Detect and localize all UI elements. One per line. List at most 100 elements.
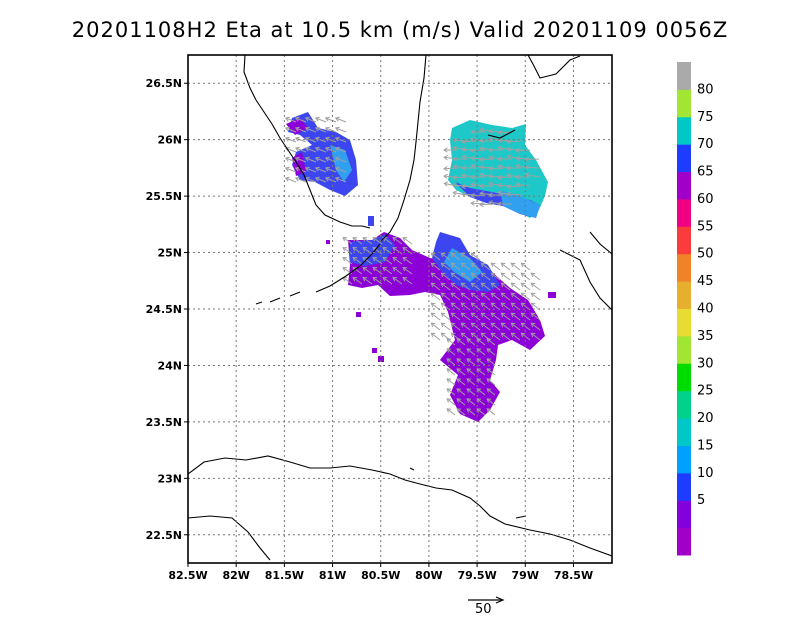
wind-arrow: [294, 156, 307, 163]
wind-arrow: [466, 378, 476, 386]
wind-arrow: [372, 236, 383, 245]
wind-arrow: [440, 262, 451, 271]
colorbar-label: 70: [697, 137, 714, 152]
grand-bahama-coast: [487, 129, 516, 139]
wind-arrow: [352, 276, 363, 285]
wind-arrow: [430, 252, 441, 261]
shade-speck: [326, 240, 330, 244]
cuba-north-coastline: [188, 455, 612, 557]
wind-arrow: [352, 256, 363, 265]
wind-arrow: [476, 338, 486, 346]
wind-arrow: [466, 338, 476, 346]
wind-arrow: [476, 378, 486, 386]
wind-arrow: [456, 368, 466, 376]
wind-arrow: [488, 173, 504, 179]
colorbar-swatch: [677, 472, 691, 501]
shade-speck: [378, 356, 384, 362]
wind-arrow: [304, 136, 317, 143]
colorbar-label: 60: [697, 192, 714, 207]
lat-tick-label: 24.5N: [146, 303, 182, 316]
wind-arrow: [304, 146, 317, 153]
colorbar-label: 65: [697, 165, 714, 180]
wind-arrow: [486, 398, 496, 406]
wind-arrow: [476, 348, 486, 356]
wind-arrow: [446, 398, 456, 406]
colorbar-label: 40: [697, 302, 714, 317]
wind-arrow: [450, 322, 461, 331]
wind-arrow: [480, 322, 491, 331]
wind-arrow: [446, 368, 456, 376]
wind-arrow: [362, 246, 373, 255]
wind-arrow: [440, 252, 451, 261]
wind-arrow: [480, 312, 491, 321]
wind-arrow: [524, 157, 540, 163]
wind-arrow: [324, 176, 337, 183]
wind-arrow: [460, 252, 471, 261]
wind-arrow: [440, 312, 451, 321]
map-grid: [187, 55, 612, 563]
wind-arrow: [324, 156, 337, 163]
wind-arrow: [450, 272, 461, 281]
lon-tick-label: 82W: [222, 569, 249, 582]
wind-arrow: [456, 408, 466, 416]
reference-vector: 50: [468, 596, 505, 617]
wind-arrow: [476, 398, 486, 406]
wind-arrow: [392, 266, 403, 275]
wind-arrow: [515, 182, 531, 188]
wind-arrow: [470, 312, 481, 321]
wind-arrow: [294, 116, 307, 123]
wind-arrow: [476, 408, 486, 416]
wind-arrow: [392, 276, 403, 285]
wind-arrow: [372, 246, 383, 255]
lat-tick-label: 25.5N: [146, 190, 182, 203]
wind-arrow: [500, 292, 511, 301]
wind-arrow: [456, 398, 466, 406]
wind-arrow: [324, 136, 337, 143]
wind-arrow: [402, 236, 413, 245]
wind-arrow: [490, 332, 501, 341]
wind-arrow: [446, 408, 456, 416]
wind-arrow: [314, 156, 327, 163]
wind-arrow: [392, 236, 403, 245]
wind-arrow: [500, 262, 511, 271]
cuba-isle-2: [409, 467, 415, 471]
wind-arrow: [382, 246, 393, 255]
wind-arrow: [294, 146, 307, 153]
wind-arrow: [304, 156, 317, 163]
wind-arrow: [486, 408, 496, 416]
map-title: 20201108H2 Eta at 10.5 km (m/s) Valid 20…: [71, 18, 729, 42]
wind-arrow: [284, 166, 297, 173]
wind-arrow: [476, 368, 486, 376]
wind-arrow: [294, 176, 307, 183]
wind-arrow: [486, 388, 496, 396]
wind-arrow: [470, 282, 481, 291]
wind-arrow: [362, 276, 373, 285]
wind-arrow: [450, 262, 461, 271]
wind-arrow: [530, 272, 541, 281]
lon-tick-label: 82.5W: [168, 569, 207, 582]
wind-arrow: [392, 256, 403, 265]
wind-arrow: [304, 116, 317, 123]
wind-arrow: [510, 282, 521, 291]
colorbar-swatch: [677, 363, 691, 392]
colorbar-swatch: [677, 89, 691, 118]
cuba-south-coastline: [188, 515, 271, 561]
wind-arrow: [490, 292, 501, 301]
andros-coast-2: [589, 231, 612, 255]
colorbar-label: 50: [697, 247, 714, 262]
colorbar-swatch: [677, 445, 691, 474]
northeast-coast: [527, 55, 581, 79]
wind-arrow: [284, 126, 297, 133]
shade-speck: [372, 348, 377, 353]
colorbar-label: 75: [697, 110, 714, 125]
wind-arrow: [352, 236, 363, 245]
wind-arrow: [324, 116, 337, 123]
wind-arrow: [466, 388, 476, 396]
colorbar-swatch: [677, 198, 691, 227]
wind-arrow: [314, 176, 327, 183]
shade-speck: [548, 292, 556, 298]
colorbar-swatch: [677, 527, 691, 556]
wind-arrow: [450, 282, 461, 291]
wind-arrow: [372, 276, 383, 285]
wind-arrow: [382, 256, 393, 265]
